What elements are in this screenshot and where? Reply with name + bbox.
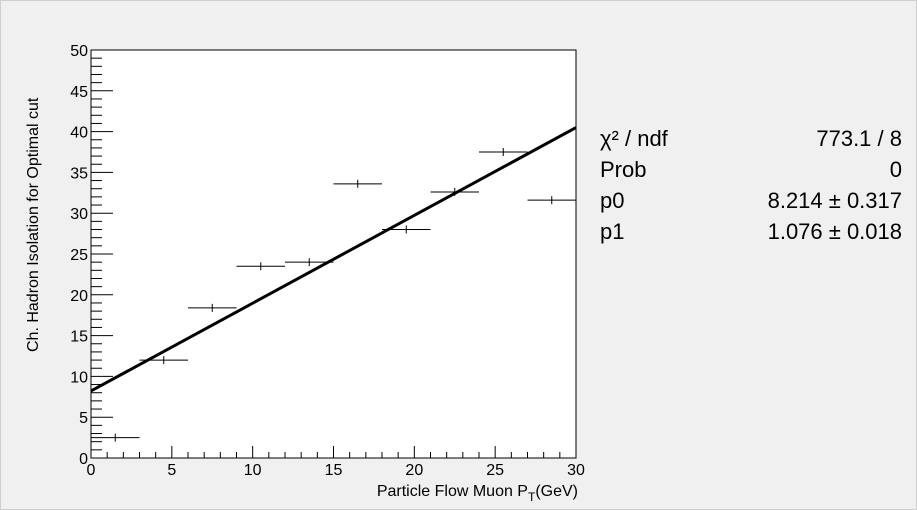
x-axis-title-main: Particle Flow Muon P	[377, 483, 528, 500]
data-point	[333, 179, 382, 188]
data-point	[527, 196, 576, 205]
stat-row-p1: p1 1.076 ± 0.018	[600, 219, 902, 250]
x-tick-label: 10	[244, 462, 262, 479]
x-tick-label: 5	[167, 462, 176, 479]
y-tick-label: 15	[70, 329, 88, 346]
plot-area	[90, 49, 577, 459]
tick-labels: 0 5 10 15 20 25 30 35 40 45 50 0 5 10 15 20 25 30	[70, 43, 585, 479]
x-axis-title-subscript: T	[528, 490, 536, 504]
stat-row-p0: p0 8.214 ± 0.317	[600, 188, 902, 219]
x-tick-label: 25	[486, 462, 504, 479]
stat-name: Prob	[600, 157, 647, 182]
y-tick-label: 0	[79, 451, 88, 468]
axis-ticks	[90, 49, 577, 459]
stat-row-chi2: χ² / ndf 773.1 / 8	[600, 126, 902, 157]
y-tick-label: 50	[70, 43, 88, 60]
stat-value: 0	[889, 157, 902, 182]
stat-name: p0	[600, 188, 625, 213]
stat-row-prob: Prob 0	[600, 157, 902, 188]
stat-value: 8.214 ± 0.317	[767, 188, 902, 213]
x-tick-label: 30	[567, 462, 585, 479]
y-tick-label: 20	[70, 288, 88, 305]
fit-stats-box: χ² / ndf 773.1 / 8 Prob 0 p0 8.214 ± 0.3…	[600, 126, 902, 250]
x-tick-label: 20	[405, 462, 423, 479]
stat-value: 773.1 / 8	[816, 126, 902, 151]
x-axis-title-suffix: (GeV)	[535, 483, 578, 500]
data-point	[479, 148, 528, 156]
data-point	[91, 433, 140, 442]
stat-name: χ² / ndf	[600, 126, 668, 151]
x-axis-title: Particle Flow Muon PT(GeV)	[377, 483, 578, 504]
y-tick-label: 5	[79, 410, 88, 427]
data-point	[188, 303, 237, 312]
y-tick-label: 10	[70, 369, 88, 386]
y-tick-label: 35	[70, 165, 88, 182]
data-point	[236, 262, 285, 271]
fit-line	[90, 126, 577, 393]
x-tick-label: 0	[87, 462, 96, 479]
stat-value: 1.076 ± 0.018	[767, 219, 902, 244]
y-axis-title: Ch. Hadron Isolation for Optimal cut	[25, 97, 42, 352]
y-tick-label: 30	[70, 206, 88, 223]
stat-name: p1	[600, 219, 625, 244]
y-tick-label: 40	[70, 125, 88, 142]
y-tick-label: 45	[70, 84, 88, 101]
y-tick-label: 25	[70, 247, 88, 264]
x-tick-label: 15	[325, 462, 343, 479]
